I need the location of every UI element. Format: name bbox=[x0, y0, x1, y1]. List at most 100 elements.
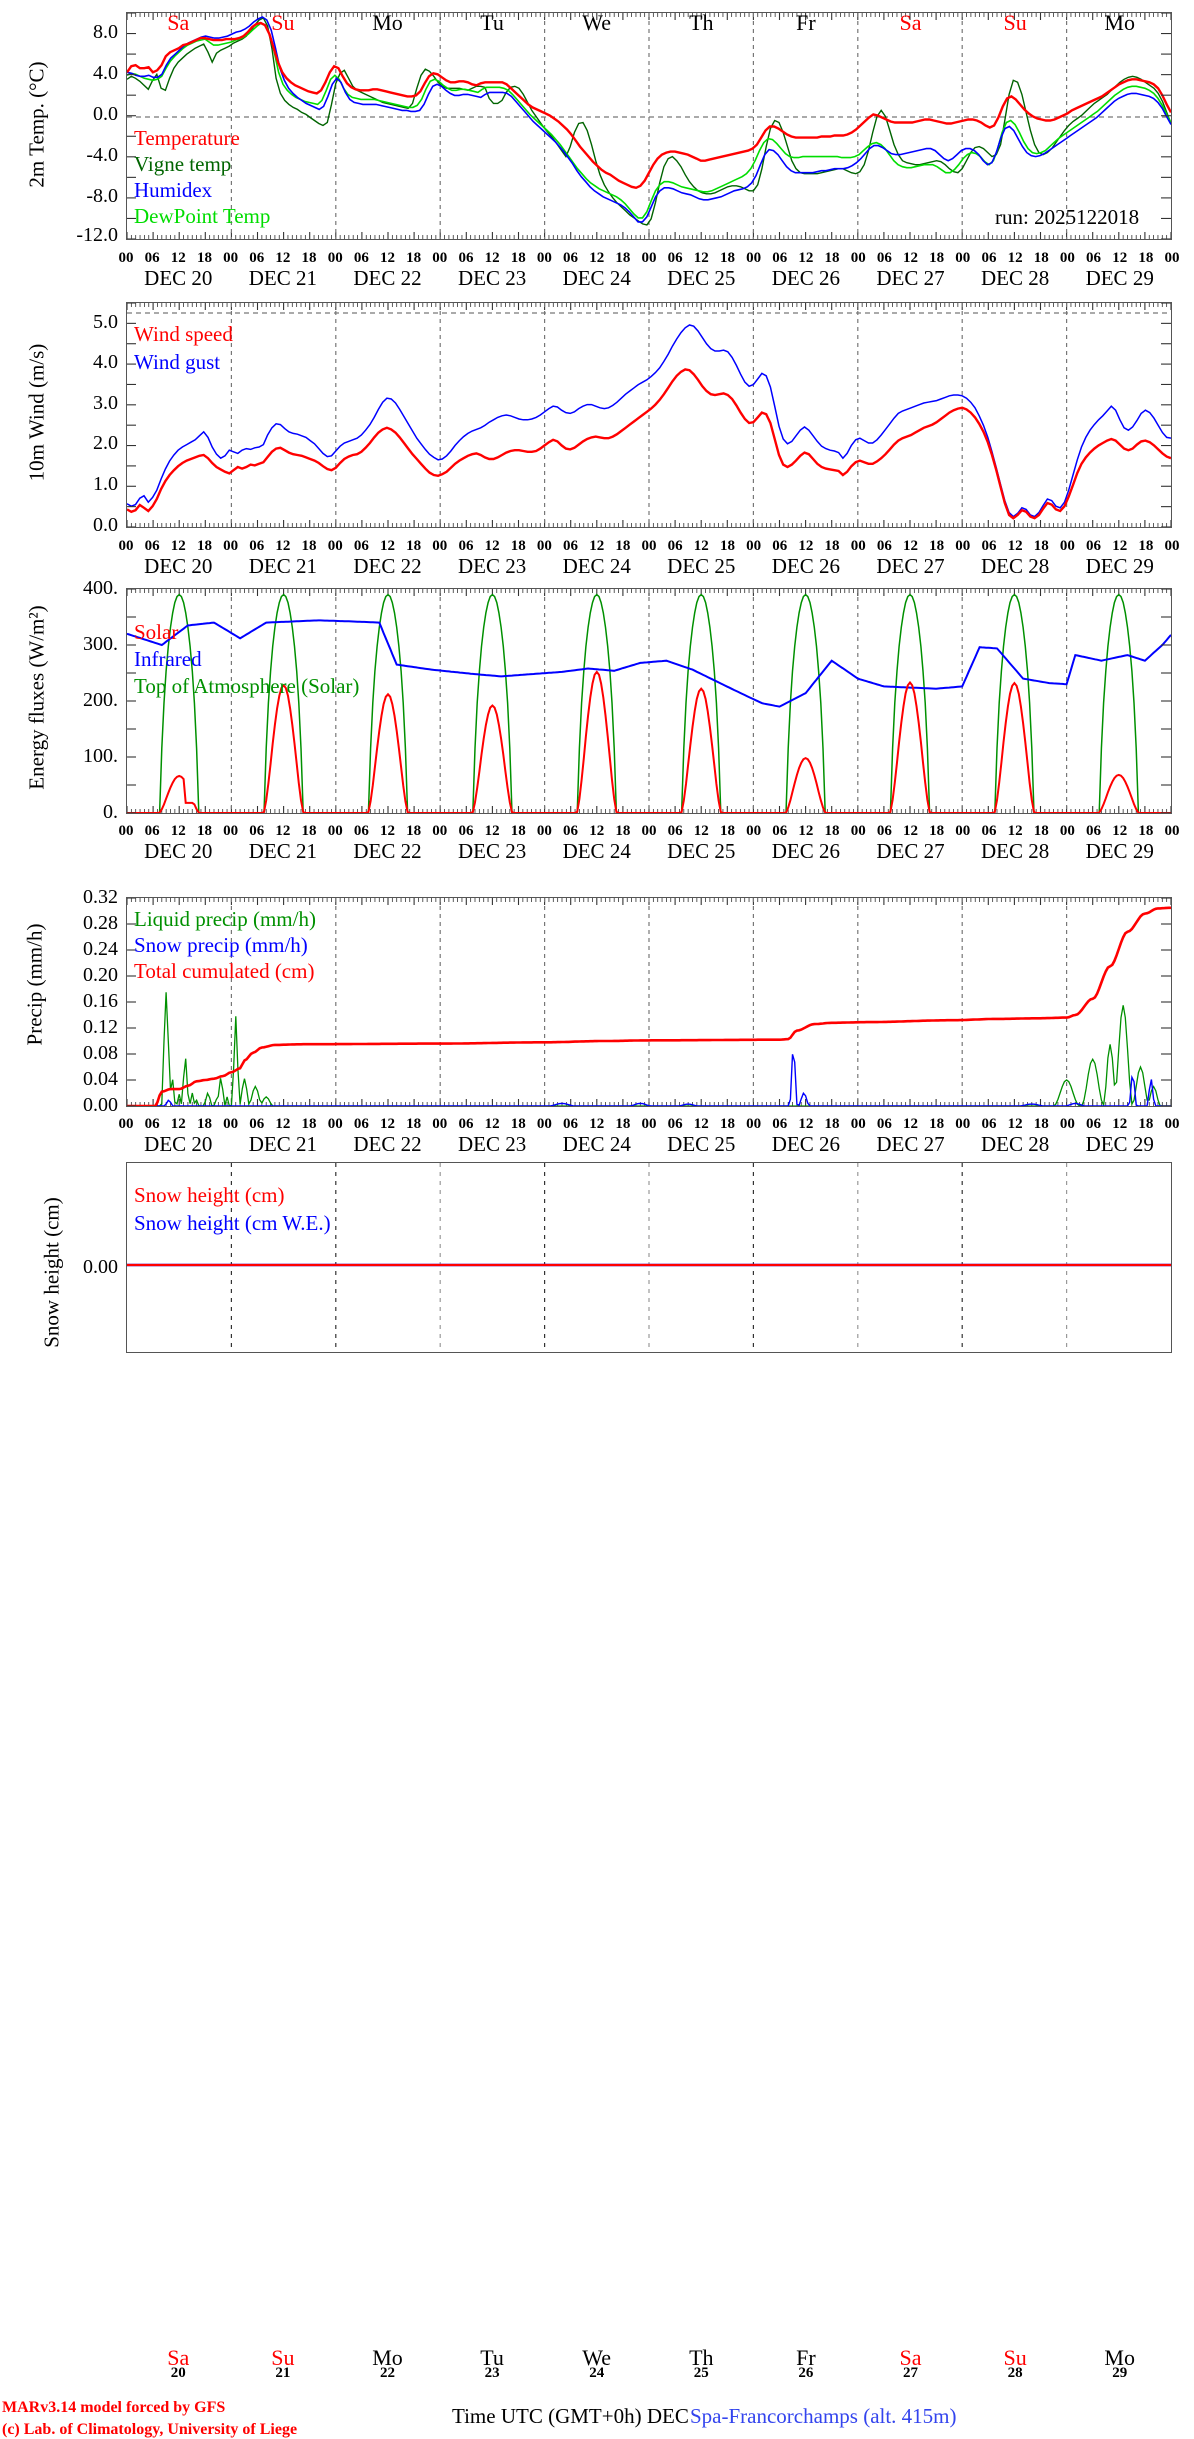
hour-tick-label: 18 bbox=[615, 538, 631, 554]
hour-tick-label: 06 bbox=[667, 823, 683, 839]
hour-tick-label: 06 bbox=[876, 538, 892, 554]
y-tick: 0.24 bbox=[83, 938, 118, 960]
day-label: DEC 21 bbox=[248, 266, 318, 290]
hour-tick-label: 06 bbox=[144, 250, 160, 266]
run-label: run: 2025122018 bbox=[995, 205, 1140, 229]
y-tick: -12.0 bbox=[76, 224, 118, 246]
day-of-week-label: Sa bbox=[899, 10, 922, 35]
hour-tick-label: 00 bbox=[327, 538, 343, 554]
hour-tick-label: 06 bbox=[772, 823, 788, 839]
hour-tick-label: 00 bbox=[432, 538, 448, 554]
hour-tick-label: 18 bbox=[301, 538, 317, 554]
hour-tick-label: 00 bbox=[746, 250, 762, 266]
precip-plot-area bbox=[126, 897, 1172, 1107]
day-label: DEC 23 bbox=[457, 1132, 527, 1156]
day-label: DEC 28 bbox=[980, 1132, 1050, 1156]
hour-tick-label: 12 bbox=[693, 1116, 709, 1132]
day-label: DEC 27 bbox=[876, 554, 945, 578]
hour-tick-label: 12 bbox=[170, 538, 186, 554]
hour-tick-label: 00 bbox=[223, 250, 239, 266]
day-number-tick: 28 bbox=[1007, 2365, 1023, 2381]
hour-tick-label: 18 bbox=[1138, 250, 1154, 266]
hour-tick-label: 00 bbox=[327, 1116, 343, 1132]
hour-tick-label: 00 bbox=[536, 1116, 552, 1132]
hour-tick-label: 12 bbox=[903, 823, 918, 839]
y-tick: 5.0 bbox=[93, 311, 118, 333]
legend-vigne-temp: Vigne temp bbox=[134, 152, 232, 176]
legend-wind-speed: Wind speed bbox=[134, 322, 233, 346]
hour-tick-label: 00 bbox=[955, 538, 971, 554]
hour-tick-label: 18 bbox=[615, 250, 631, 266]
hour-tick-label: 12 bbox=[275, 250, 291, 266]
day-number-tick: 20 bbox=[170, 2365, 186, 2381]
day-label: DEC 24 bbox=[562, 266, 631, 290]
day-label: DEC 23 bbox=[457, 266, 527, 290]
hour-tick-label: 18 bbox=[196, 250, 212, 266]
hour-tick-label: 18 bbox=[1138, 823, 1154, 839]
day-label: DEC 29 bbox=[1085, 554, 1154, 578]
wind-gridlines bbox=[127, 303, 1171, 527]
hour-tick-label: 00 bbox=[118, 1116, 134, 1132]
minor-ticks bbox=[127, 13, 1171, 239]
hour-tick-label: 12 bbox=[484, 1116, 500, 1132]
legend-temperature: Temperature bbox=[134, 126, 240, 150]
hour-tick-label: 18 bbox=[196, 1116, 212, 1132]
hour-tick-label: 00 bbox=[641, 250, 657, 266]
station-label: Spa-Francorchamps (alt. 415m) bbox=[690, 2404, 957, 2428]
y-tick: 0.00 bbox=[83, 1094, 118, 1116]
energy-series bbox=[127, 593, 1171, 813]
day-label: DEC 25 bbox=[667, 839, 736, 863]
y-tick: 0.0 bbox=[93, 514, 118, 536]
hour-tick-label: 00 bbox=[223, 823, 239, 839]
hour-tick-label: 18 bbox=[824, 1116, 840, 1132]
legend-liquid-precip: Liquid precip (mm/h) bbox=[134, 907, 316, 931]
day-label: DEC 25 bbox=[667, 1132, 736, 1156]
hour-tick-label: 06 bbox=[249, 250, 265, 266]
day-of-week-label: Su bbox=[271, 10, 295, 35]
hour-tick-label: 00 bbox=[1059, 823, 1075, 839]
hour-tick-label: 18 bbox=[510, 1116, 526, 1132]
hour-tick-label: 12 bbox=[170, 823, 186, 839]
y-tick: 200. bbox=[83, 689, 118, 711]
legend-infrared: Infrared bbox=[134, 647, 202, 671]
time-axis-label: Time UTC (GMT+0h) DEC bbox=[452, 2404, 689, 2428]
day-label: DEC 22 bbox=[353, 839, 422, 863]
y-tick: 0.08 bbox=[83, 1042, 118, 1064]
hour-tick-label: 18 bbox=[1138, 1116, 1154, 1132]
legend-snow-height: Snow height (cm) bbox=[134, 1183, 285, 1207]
legend-snow-height-we: Snow height (cm W.E.) bbox=[134, 1211, 331, 1235]
day-number-tick: 23 bbox=[484, 2365, 500, 2381]
hour-tick-label: 06 bbox=[1086, 823, 1102, 839]
hour-tick-label: 18 bbox=[406, 1116, 422, 1132]
day-label: DEC 22 bbox=[353, 554, 422, 578]
day-label: DEC 27 bbox=[876, 839, 945, 863]
day-of-week-label: We bbox=[582, 10, 612, 35]
hour-tick-label: 12 bbox=[484, 823, 500, 839]
hour-tick-label: 18 bbox=[510, 250, 526, 266]
hour-tick-label: 00 bbox=[746, 538, 762, 554]
y-tick: 0.16 bbox=[83, 990, 118, 1012]
day-label: DEC 29 bbox=[1085, 839, 1154, 863]
hour-tick-label: 00 bbox=[118, 250, 134, 266]
wind-series bbox=[127, 324, 1171, 520]
day-number-tick: 26 bbox=[798, 2365, 814, 2381]
day-label: DEC 27 bbox=[876, 266, 945, 290]
hour-tick-label: 06 bbox=[563, 1116, 579, 1132]
wind-plot-area bbox=[126, 302, 1172, 528]
wind-svg bbox=[127, 303, 1171, 527]
hour-tick-label: 06 bbox=[458, 250, 474, 266]
hour-tick-label: 06 bbox=[981, 538, 997, 554]
hour-tick-label: 12 bbox=[170, 1116, 186, 1132]
hour-tick-label: 12 bbox=[798, 1116, 814, 1132]
hour-tick-label: 06 bbox=[876, 1116, 892, 1132]
hour-tick-label: 00 bbox=[641, 823, 657, 839]
y-tick: 0.32 bbox=[83, 886, 118, 908]
y-tick: 0.12 bbox=[83, 1016, 118, 1038]
hour-tick-label: 00 bbox=[432, 823, 448, 839]
hour-tick-label: 06 bbox=[876, 250, 892, 266]
hour-tick-label: 18 bbox=[406, 250, 422, 266]
day-label: DEC 20 bbox=[144, 266, 213, 290]
hour-tick-label: 06 bbox=[981, 1116, 997, 1132]
legend-dewpoint-temp: DewPoint Temp bbox=[134, 204, 271, 228]
day-label: DEC 25 bbox=[667, 554, 736, 578]
